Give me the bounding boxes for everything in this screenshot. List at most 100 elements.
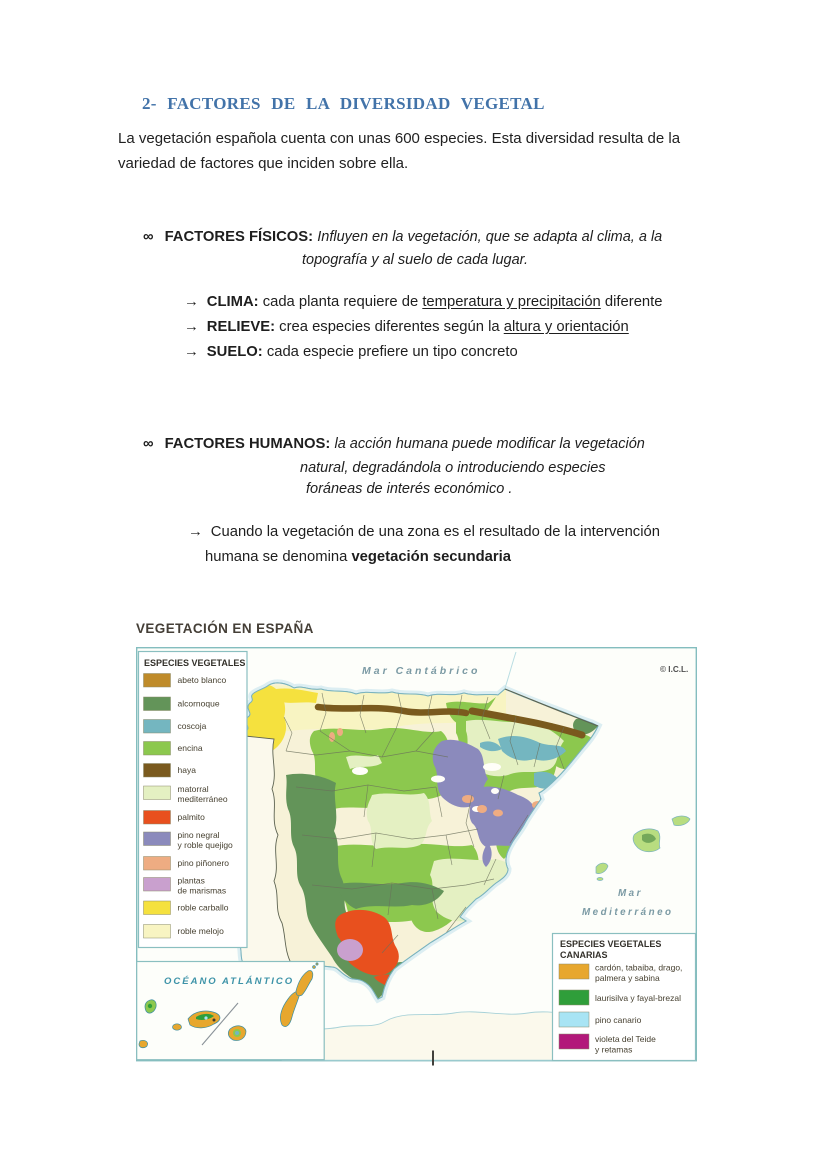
map-title: VEGETACIÓN EN ESPAÑA: [136, 621, 314, 636]
legend-label: roble carballo: [178, 903, 229, 913]
section-humanos-header: ∞ FACTORES HUMANOS: la acción humana pued…: [143, 436, 645, 452]
sea-label-mediterraneo-1: Mar: [618, 888, 643, 899]
swatch-violeta: [558, 1033, 590, 1050]
canary-islands: [138, 962, 319, 1049]
swatch-encina: [143, 741, 171, 756]
legend-especies-vegetales: ESPECIES VEGETALES abeto blanco alcornoq…: [137, 650, 248, 949]
arrow-icon: →: [184, 344, 199, 360]
legend-label: matorral: [178, 784, 209, 794]
note-bold: vegetación secundaria: [351, 549, 511, 565]
arrow-icon: →: [184, 319, 199, 335]
legend-label: pino negral: [178, 830, 220, 840]
legend-label: pino canario: [595, 1015, 642, 1025]
legend-label: mediterráneo: [178, 794, 228, 804]
swatch-haya: [143, 763, 171, 778]
sea-label-atlantico: OCÉANO ATLÁNTICO: [164, 976, 294, 987]
pyrenees-border: [504, 688, 599, 727]
arrow-icon: →: [188, 524, 203, 540]
relieve-text: crea especies diferentes según la: [279, 319, 504, 335]
portugal: [240, 736, 294, 969]
page-title: 2- FACTORES DE LA DIVERSIDAD VEGETAL: [142, 94, 545, 113]
list-item-suelo: → SUELO: cada especie prefiere un tipo co…: [184, 344, 518, 360]
portugal-border: [244, 735, 293, 966]
legend-label: palmera y sabina: [595, 973, 660, 983]
swatch-alcornoque: [143, 696, 171, 711]
note-text-2: humana se denomina: [205, 549, 352, 565]
legend-label: laurisilva y fayal-brezal: [595, 993, 681, 1003]
section-fisicos-desc-1: Influyen en la vegetación, que se adapta…: [317, 229, 663, 245]
swatch-cardon: [558, 963, 590, 980]
legend-label: cardón, tabaiba, drago,: [595, 963, 682, 973]
legend-label: palmito: [178, 812, 206, 822]
intro-line-1: La vegetación española cuenta con unas 6…: [118, 130, 681, 147]
province-borders: [283, 692, 565, 954]
clima-underlined: temperatura y precipitación: [422, 294, 601, 310]
legend-canarias-title-1: ESPECIES VEGETALES: [560, 939, 661, 949]
relieve-underlined: altura y orientación: [503, 319, 629, 335]
section-humanos-desc-3: foráneas de interés económico .: [306, 481, 513, 497]
canary-islands-inset: OCÉANO ATLÁNTICO: [136, 960, 325, 1061]
map-credit: © I.C.L.: [660, 665, 688, 674]
swatch-matorral: [143, 785, 171, 800]
legend-label: haya: [178, 765, 197, 775]
clima-text-post: diferente: [600, 294, 663, 310]
swatch-melojo: [143, 924, 171, 939]
swatch-palmito: [143, 810, 171, 825]
swatch-coscoja: [143, 719, 171, 734]
legend-label: pino piñonero: [178, 858, 230, 868]
suelo-text: cada especie prefiere un tipo concreto: [266, 344, 518, 360]
swatch-laurisilva: [558, 989, 590, 1006]
note-text-1: Cuando la vegetación de una zona es el r…: [210, 524, 660, 540]
legend-label: abeto blanco: [178, 675, 227, 685]
legend-label: alcornoque: [178, 699, 220, 709]
section-humanos-desc-2: natural, degradándola o introduciendo es…: [300, 460, 606, 476]
infinity-bullet-icon: ∞: [143, 436, 154, 452]
section-humanos-desc-1: la acción humana puede modificar la vege…: [334, 436, 645, 452]
legend-label: de marismas: [178, 886, 227, 896]
legend-label: y roble quejigo: [178, 840, 234, 850]
legend-label: violeta del Teide: [595, 1034, 656, 1044]
note-line-1: → Cuando la vegetación de una zona es el …: [188, 524, 660, 540]
section-humanos-label: FACTORES HUMANOS:: [164, 436, 331, 452]
list-item-clima: → CLIMA: cada planta requiere de temperat…: [184, 294, 663, 310]
unclassified-patches: [352, 763, 501, 812]
legend-label: coscoja: [178, 721, 207, 731]
zone-haya: [314, 703, 586, 739]
swatch-pino-pinonero: [143, 856, 171, 871]
section-fisicos-label: FACTORES FÍSICOS:: [164, 229, 314, 245]
clima-text: cada planta requiere de: [262, 294, 423, 310]
term-relieve: RELIEVE:: [206, 319, 276, 335]
intro-paragraph: La vegetación española cuenta con unas 6…: [118, 127, 680, 176]
vegetation-map: Mar Cantábrico © I.C.L. Mar Mediterráneo…: [136, 647, 697, 1066]
note-line-2: humana se denomina vegetación secundaria: [205, 549, 511, 565]
legend-label: encina: [178, 743, 203, 753]
section-fisicos-desc-2: topografía y al suelo de cada lugar.: [302, 252, 528, 268]
inset-divider-line: [201, 1002, 239, 1046]
list-item-relieve: → RELIEVE: crea especies diferentes según…: [184, 319, 629, 335]
swatch-carballo: [143, 900, 171, 915]
swatch-pino-canario: [558, 1011, 590, 1028]
legend-label: y retamas: [595, 1045, 632, 1055]
legend-label: roble melojo: [178, 926, 225, 936]
section-fisicos-header: ∞ FACTORES FÍSICOS: Influyen en la vegeta…: [143, 229, 662, 245]
arrow-icon: →: [184, 294, 199, 310]
balearic-islands: [595, 815, 691, 881]
sea-label-mediterraneo-2: Mediterráneo: [582, 907, 674, 918]
zone-marismas: [337, 939, 363, 961]
legend-canarias: ESPECIES VEGETALES CANARIAS cardón, taba…: [551, 932, 697, 1062]
legend-title: ESPECIES VEGETALES: [144, 658, 245, 668]
infinity-bullet-icon: ∞: [143, 229, 154, 245]
intro-line-2: variedad de factores que inciden sobre e…: [118, 154, 409, 172]
term-suelo: SUELO:: [206, 344, 263, 360]
sea-label-cantabrico: Mar Cantábrico: [362, 665, 480, 677]
swatch-pino-negral: [143, 831, 171, 846]
zone-roble-carballo: [241, 685, 318, 752]
legend-canarias-title-2: CANARIAS: [560, 950, 608, 960]
swatch-abeto: [143, 673, 171, 688]
france-coast: [504, 651, 517, 689]
swatch-marismas: [143, 877, 171, 892]
legend-label: plantas: [178, 876, 205, 886]
term-clima: CLIMA:: [206, 294, 259, 310]
fold-mark: [432, 1050, 434, 1066]
